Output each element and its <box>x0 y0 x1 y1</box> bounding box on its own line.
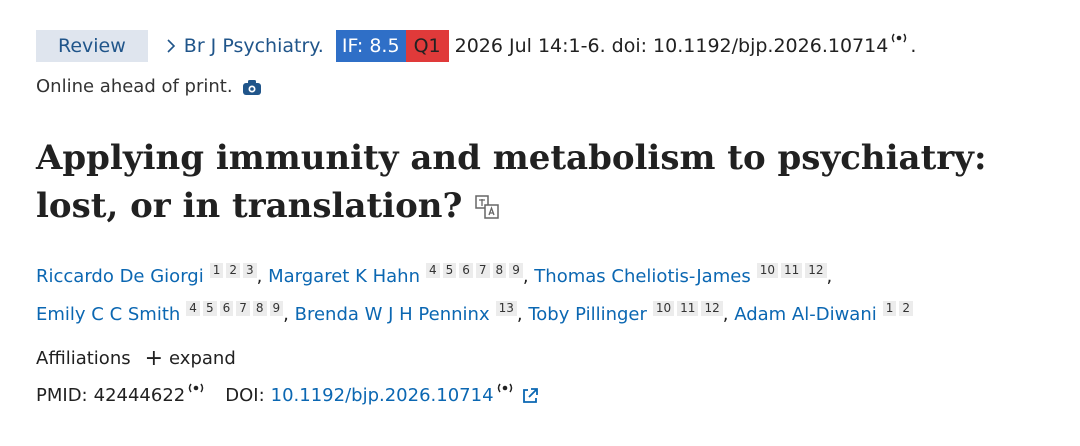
affiliation-number[interactable]: 11 <box>780 263 803 278</box>
camera-icon[interactable] <box>241 77 263 97</box>
author-separator: , <box>516 304 523 325</box>
author-separator: , <box>826 266 833 287</box>
identifiers-row: PMID: 42444622 DOI: 10.1192/bjp.2026.107… <box>36 383 540 406</box>
author-name[interactable]: Thomas Cheliotis-James <box>534 266 751 287</box>
chevron-icon <box>167 39 175 53</box>
affiliation-number[interactable]: 7 <box>475 263 490 278</box>
affiliation-number[interactable]: 2 <box>226 263 240 278</box>
affiliation-number[interactable]: 3 <box>243 263 257 278</box>
affiliation-number[interactable]: 9 <box>509 263 523 278</box>
affiliation-number[interactable]: 10 <box>652 301 675 316</box>
citation-row: Review Br J Psychiatry. IF: 8.5 Q1 2026 … <box>36 30 916 62</box>
author-entry: Adam Al-Diwani 1 2 <box>734 301 914 325</box>
author-name[interactable]: Adam Al-Diwani <box>734 304 877 325</box>
expand-toggle[interactable]: expand <box>169 348 236 369</box>
pmid-value: 42444622 <box>93 385 186 406</box>
status-row: Online ahead of print. <box>36 76 263 97</box>
signal-icon <box>189 383 204 392</box>
author-name[interactable]: Emily C C Smith <box>36 304 181 325</box>
citation-end: . <box>910 35 917 57</box>
affiliation-number[interactable]: 12 <box>701 301 723 316</box>
author-separator: , <box>722 304 729 325</box>
signal-icon <box>497 383 512 392</box>
author-name[interactable]: Riccardo De Giorgi <box>36 266 204 287</box>
doi-link[interactable]: 10.1192/bjp.2026.10714 <box>270 385 494 406</box>
author-separator: , <box>256 266 263 287</box>
author-list: Riccardo De Giorgi 1 2 3, Margaret K Hahn 4 5… <box>36 258 1056 334</box>
author-name[interactable]: Margaret K Hahn <box>268 266 420 287</box>
affiliation-number[interactable]: 2 <box>899 301 914 316</box>
author-entry: Emily C C Smith 4 5 6 7 8 9, <box>36 301 289 325</box>
affiliation-number[interactable]: 8 <box>492 263 507 278</box>
journal-link[interactable]: Br J Psychiatry. <box>183 35 324 57</box>
affiliation-number[interactable]: 13 <box>495 301 517 316</box>
signal-icon <box>892 33 907 43</box>
affiliation-number[interactable]: 7 <box>236 301 250 316</box>
citation-text: 2026 Jul 14:1-6. doi: 10.1192/bjp.2026.1… <box>454 35 889 57</box>
article-title: Applying immunity and metabolism to psyc… <box>36 134 1036 230</box>
affiliation-number[interactable]: 1 <box>882 301 897 316</box>
author-entry: Brenda W J H Penninx 13, <box>294 301 523 325</box>
status-text: Online ahead of print. <box>36 76 233 97</box>
affiliation-number[interactable]: 11 <box>677 301 699 316</box>
affiliation-number[interactable]: 5 <box>442 263 457 278</box>
affiliation-number[interactable]: 9 <box>269 301 284 316</box>
affiliation-number[interactable]: 4 <box>425 263 440 278</box>
doi-label: DOI: <box>225 385 265 406</box>
translate-icon[interactable] <box>474 194 500 220</box>
affiliation-number[interactable]: 4 <box>186 301 200 316</box>
author-entry: Toby Pillinger 10 11 12, <box>528 301 729 325</box>
affiliation-number[interactable]: 8 <box>252 301 267 316</box>
affiliations-row: Affiliations + expand <box>36 346 236 371</box>
expand-icon[interactable]: + <box>144 346 164 371</box>
affiliation-number[interactable]: 1 <box>209 263 224 278</box>
title-text: Applying immunity and metabolism to psyc… <box>36 138 987 226</box>
affiliation-number[interactable]: 5 <box>202 301 217 316</box>
author-separator: , <box>283 304 289 325</box>
impact-factor-badge: IF: 8.5 <box>335 30 406 62</box>
author-entry: Margaret K Hahn 4 5 6 7 8 9, <box>268 263 529 287</box>
pmid-label: PMID: <box>36 385 88 406</box>
affiliation-number[interactable]: 12 <box>805 263 827 278</box>
affiliations-label: Affiliations <box>36 348 131 369</box>
author-entry: Thomas Cheliotis-James 10 11 12, <box>534 263 833 287</box>
affiliation-number[interactable]: 6 <box>219 301 234 316</box>
affiliation-number[interactable]: 10 <box>756 263 778 278</box>
author-name[interactable]: Toby Pillinger <box>528 304 647 325</box>
author-separator: , <box>522 266 529 287</box>
affiliation-number[interactable]: 6 <box>459 263 473 278</box>
type-badge[interactable]: Review <box>36 30 148 62</box>
quartile-badge: Q1 <box>405 30 449 62</box>
author-name[interactable]: Brenda W J H Penninx <box>294 304 490 325</box>
author-entry: Riccardo De Giorgi 1 2 3, <box>36 263 263 287</box>
external-link-icon[interactable] <box>520 386 540 406</box>
